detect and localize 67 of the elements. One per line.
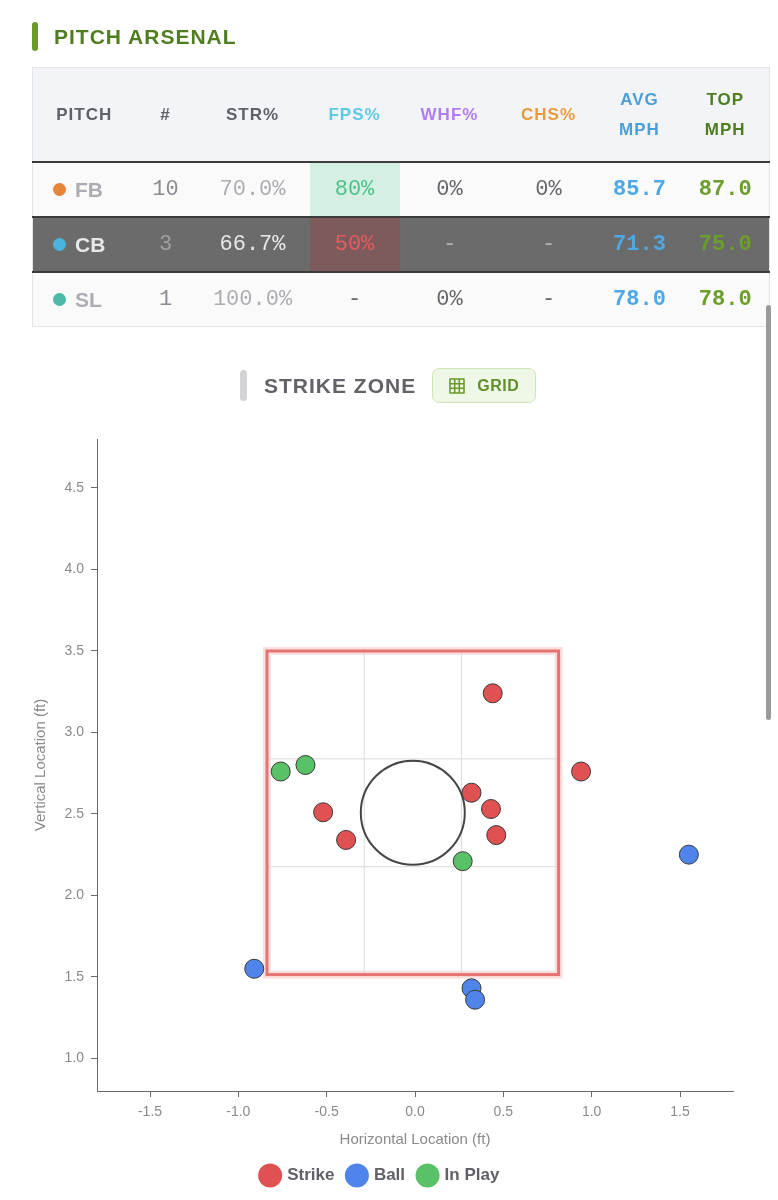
text: 78.0 xyxy=(613,287,666,312)
text: 0% xyxy=(535,177,562,202)
text: 0% xyxy=(436,287,463,312)
legend-label: Strike xyxy=(287,1165,335,1185)
text: 0% xyxy=(436,177,463,202)
point xyxy=(678,844,699,865)
category-label: CHS% xyxy=(499,67,598,162)
point xyxy=(571,761,592,782)
point xyxy=(244,958,265,979)
text: 71.3 xyxy=(613,232,666,257)
point xyxy=(452,851,473,872)
legend-label: Ball xyxy=(373,1165,406,1185)
category-label: WHF% xyxy=(399,67,500,162)
category-label: TOP MPH xyxy=(681,67,770,162)
text: 75.0 xyxy=(698,232,752,257)
category-label: # xyxy=(135,67,196,162)
x-tick-label: 1.0 xyxy=(581,1103,602,1120)
category-label: FPS% xyxy=(309,67,400,162)
legend-label: In Play xyxy=(444,1165,500,1185)
text: - xyxy=(347,287,362,312)
text: 80% xyxy=(334,177,375,202)
point xyxy=(313,802,334,823)
text: PITCH xyxy=(32,67,136,162)
chart-title: STRIKE ZONE xyxy=(264,373,417,398)
y-axis-title: Vertical Location (ft) xyxy=(31,698,49,832)
text: 78.0 xyxy=(698,287,752,312)
text: 50% xyxy=(334,232,375,257)
text: - xyxy=(442,232,457,257)
category-label: CB xyxy=(75,232,106,256)
point xyxy=(465,989,486,1010)
y-tick-label: 1.5 xyxy=(64,967,85,984)
text: 1 xyxy=(158,287,173,312)
y-tick-label: 2.0 xyxy=(64,886,85,903)
text: 100.0% xyxy=(212,287,293,312)
y-tick-label: 2.5 xyxy=(64,804,85,821)
point xyxy=(336,829,357,850)
text: 70.0% xyxy=(219,177,286,202)
x-tick-label: 0.0 xyxy=(405,1103,425,1120)
category-label: FB xyxy=(75,177,103,201)
y-tick-label: 1.0 xyxy=(64,1049,85,1066)
x-tick-label: 0.5 xyxy=(493,1103,514,1120)
point xyxy=(461,782,482,803)
point xyxy=(482,683,503,704)
point xyxy=(480,799,501,820)
text: PITCH ARSENAL xyxy=(54,24,237,50)
y-tick-label: 4.0 xyxy=(64,560,85,577)
point xyxy=(270,761,291,782)
grid-button[interactable]: GRID xyxy=(432,368,537,403)
y-tick-label: 3.5 xyxy=(64,641,85,658)
text: 10 xyxy=(152,177,179,202)
y-tick-label: 3.0 xyxy=(64,723,85,740)
x-tick-label: -1.5 xyxy=(137,1103,163,1120)
text: - xyxy=(541,287,556,312)
point xyxy=(295,755,316,775)
category-label: AVG MPH xyxy=(597,67,682,162)
x-tick-label: -0.5 xyxy=(314,1103,339,1120)
x-tick-label: 1.5 xyxy=(670,1103,690,1120)
text: 66.7% xyxy=(219,232,286,257)
point xyxy=(486,825,507,846)
y-tick-label: 4.5 xyxy=(64,478,85,495)
x-tick-label: -1.0 xyxy=(226,1103,251,1120)
category-label: STR% xyxy=(195,67,310,162)
category-label: SL xyxy=(75,287,102,311)
text: 87.0 xyxy=(698,177,752,202)
x-axis-title: Horizontal Location (ft) xyxy=(339,1130,491,1148)
text: - xyxy=(541,232,556,257)
text: 85.7 xyxy=(613,177,666,202)
